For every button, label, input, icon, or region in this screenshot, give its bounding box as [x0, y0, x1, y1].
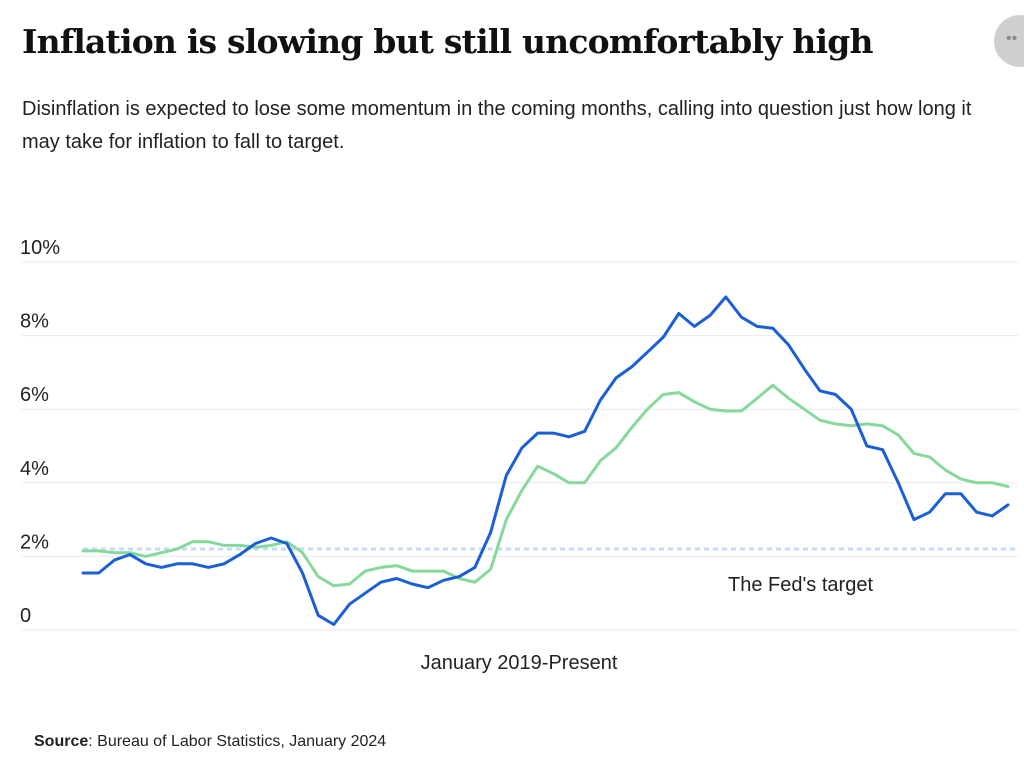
- chart-subtitle: Disinflation is expected to lose some mo…: [22, 98, 972, 153]
- y-tick-label: 2%: [20, 531, 49, 553]
- source-note: Source: Bureau of Labor Statistics, Janu…: [34, 733, 386, 751]
- x-axis-label: January 2019-Present: [421, 652, 618, 674]
- y-tick-label: 4%: [20, 458, 49, 480]
- y-tick-label: 0: [20, 605, 31, 627]
- y-tick-label: 6%: [20, 384, 49, 406]
- series-line-1: [81, 295, 1010, 626]
- y-axis-labels: 0 2% 4% 6% 8% 10%: [20, 237, 60, 627]
- ellipsis-icon: ••: [1006, 30, 1018, 47]
- source-text: : Bureau of Labor Statistics, January 20…: [88, 733, 387, 750]
- y-tick-label: 10%: [20, 237, 60, 259]
- source-label: Source: [34, 733, 89, 750]
- chart-title: Inflation is slowing but still uncomfort…: [22, 22, 873, 61]
- y-tick-label: 8%: [20, 311, 49, 333]
- series-line-2: [81, 383, 1010, 588]
- series-lines: [81, 295, 1010, 626]
- fed-target-label: The Fed's target: [728, 574, 873, 596]
